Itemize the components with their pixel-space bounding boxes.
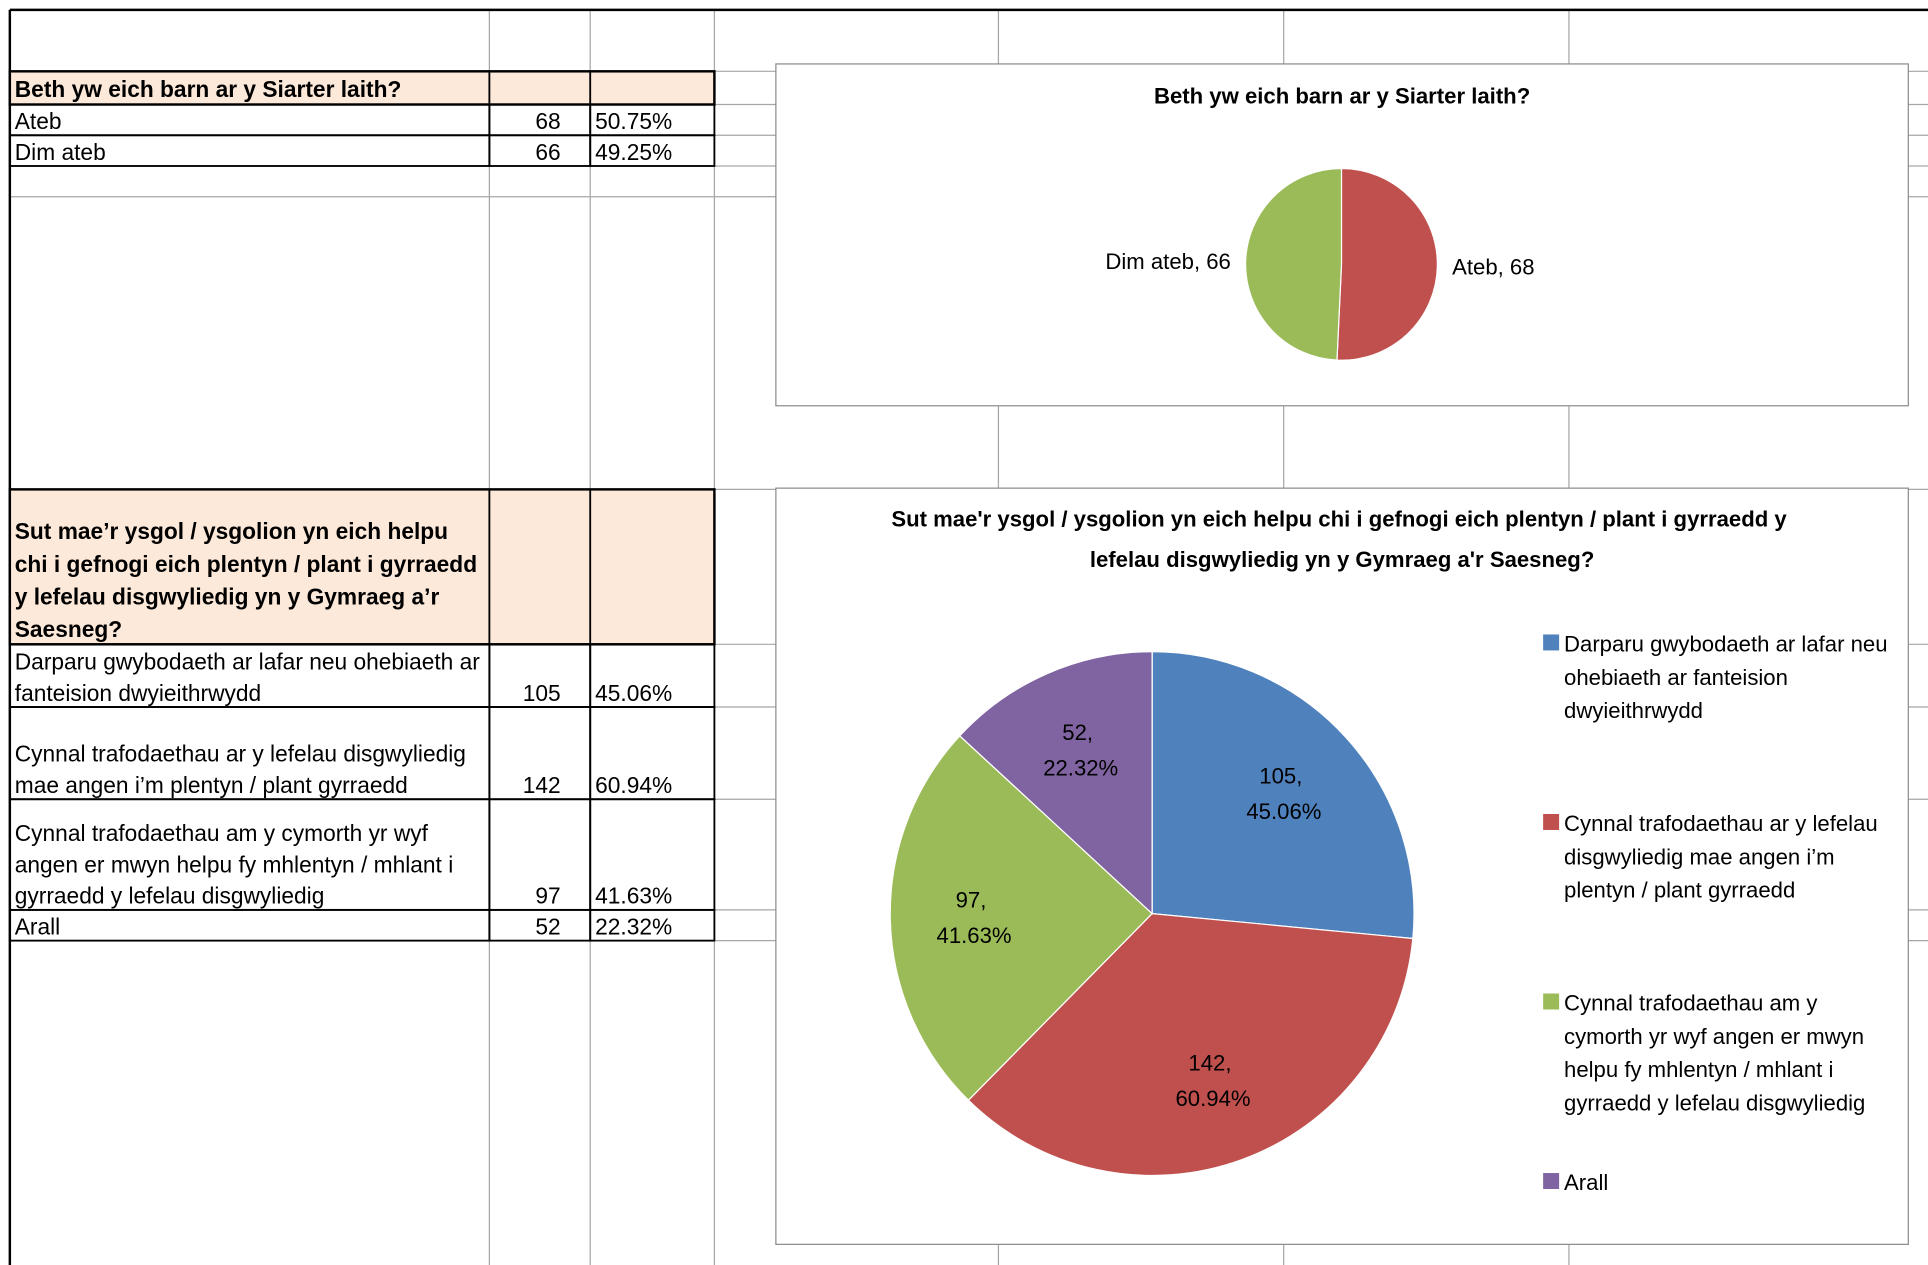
chart: Sut mae'r ysgol / ysgolion yn eich helpu… <box>775 487 1909 1245</box>
legend-label: Cynnal trafodaethau ar y lefelau disgwyl… <box>1564 811 1884 902</box>
row-percent: 49.25% <box>595 139 672 165</box>
data-label: 142, 60.94% <box>1176 1050 1251 1111</box>
header-cell <box>8 488 716 646</box>
row-count: 68 <box>535 108 560 134</box>
legend-swatch <box>1543 634 1560 651</box>
legend-swatch <box>1543 813 1560 830</box>
row-count: 52 <box>535 913 560 939</box>
legend-swatch <box>1543 1173 1560 1190</box>
row-label: Dim ateb <box>15 139 106 165</box>
legend-swatch <box>1543 993 1560 1010</box>
row-percent: 45.06% <box>595 680 672 706</box>
pie-slice <box>1151 651 1415 940</box>
row-percent: 41.63% <box>595 883 672 909</box>
row-count: 105 <box>523 680 561 706</box>
row-count: 142 <box>523 772 561 798</box>
pie-slice <box>889 735 1154 1102</box>
pie-slice <box>1244 167 1343 361</box>
row-label: Ateb <box>15 108 62 134</box>
row-label: Arall <box>15 913 60 939</box>
chart: Beth yw eich barn ar y Siarter laith? Ate… <box>775 63 1909 407</box>
legend-label: Cynnal trafodaethau am y cymorth yr wyf … <box>1564 991 1870 1116</box>
row-percent: 50.75% <box>595 108 672 134</box>
data-label: Ateb, 68 <box>1452 254 1534 279</box>
data-label: 97, 41.63% <box>937 887 1012 948</box>
cell <box>589 134 716 167</box>
data-label: 52, 22.32% <box>1043 720 1118 781</box>
row-label: Darparu gwybodaeth ar lafar neu ohebiaet… <box>15 649 486 706</box>
table: Beth yw eich barn ar y Siarter laith? Ate… <box>8 70 716 942</box>
row-label: Cynnal trafodaethau ar y lefelau disgwyl… <box>15 741 473 798</box>
row-percent: 22.32% <box>595 913 672 939</box>
data-label: 105, 45.06% <box>1246 763 1321 824</box>
legend-label: Darparu gwybodaeth ar lafar neu ohebiaet… <box>1564 632 1894 723</box>
data-label: Dim ateb, 66 <box>1105 249 1230 274</box>
row-count: 97 <box>535 883 560 909</box>
pie-slice <box>958 651 1153 915</box>
pie-slice <box>1336 167 1438 361</box>
row-percent: 60.94% <box>595 772 672 798</box>
legend-label: Arall <box>1564 1170 1608 1195</box>
section-header: Beth yw eich barn ar y Siarter laith? <box>15 76 402 102</box>
row-label: Cynnal trafodaethau am y cymorth yr wyf … <box>15 820 460 909</box>
chart-title: Beth yw eich barn ar y Siarter laith? <box>1154 83 1530 108</box>
section-header: Sut mae’r ysgol / ysgolion yn eich helpu… <box>15 518 484 642</box>
chart-title: Sut mae'r ysgol / ysgolion yn eich helpu… <box>891 506 1793 572</box>
cell <box>589 908 716 942</box>
row-count: 66 <box>535 139 560 165</box>
pie-slice <box>967 912 1414 1177</box>
